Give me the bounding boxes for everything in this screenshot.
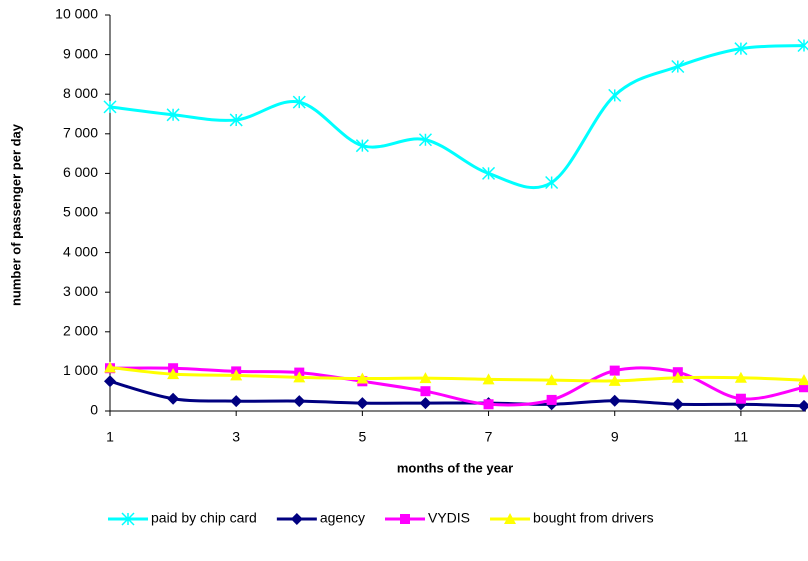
point-marker [104, 361, 116, 373]
x-tick-label: 9 [611, 429, 619, 445]
point-marker [356, 372, 369, 384]
y-tick-label: 10 000 [55, 6, 98, 22]
point-marker [420, 386, 431, 397]
legend-item: bought from drivers [490, 510, 654, 526]
point-marker [355, 139, 369, 153]
point-marker [167, 368, 180, 380]
legend-item: agency [276, 510, 365, 526]
y-tick-label: 8 000 [63, 85, 98, 101]
x-tick-label: 7 [485, 429, 493, 445]
point-marker [546, 394, 557, 405]
point-marker [292, 95, 306, 109]
legend-item: VYDIS [385, 510, 470, 526]
y-axis-title: number of passenger per day [8, 123, 23, 306]
point-marker [230, 369, 243, 381]
point-marker [293, 371, 306, 383]
y-tick-label: 3 000 [63, 283, 98, 299]
series-line [109, 366, 805, 407]
x-tick-label: 5 [358, 429, 366, 445]
point-marker [482, 166, 496, 180]
point-marker [608, 394, 621, 407]
point-marker [608, 88, 622, 102]
point-marker [609, 365, 620, 376]
legend-label: paid by chip card [151, 510, 257, 526]
point-marker [103, 100, 117, 114]
x-tick-label: 3 [232, 429, 240, 445]
series-line [109, 43, 805, 190]
point-marker [798, 399, 808, 412]
y-tick-label: 4 000 [63, 243, 98, 259]
y-tick-label: 5 000 [63, 204, 98, 220]
point-marker [418, 133, 432, 147]
point-marker [545, 374, 558, 386]
legend-item: paid by chip card [108, 510, 257, 526]
point-marker [608, 374, 621, 386]
y-tick-label: 1 000 [63, 362, 98, 378]
point-marker [166, 108, 180, 122]
x-tick-label: 11 [734, 429, 749, 445]
point-marker [482, 373, 495, 385]
point-marker [293, 395, 306, 408]
point-marker [734, 371, 747, 383]
y-tick-label: 9 000 [63, 45, 98, 61]
point-marker [167, 392, 180, 405]
series-line [109, 379, 805, 408]
point-marker [419, 397, 432, 410]
point-marker [419, 372, 432, 384]
y-tick-label: 2 000 [63, 323, 98, 339]
y-tick-label: 6 000 [63, 164, 98, 180]
legend-marker [400, 514, 410, 524]
point-marker [671, 59, 685, 74]
point-marker [229, 113, 243, 127]
x-tick-label: 1 [106, 429, 114, 445]
legend-label: VYDIS [428, 510, 470, 526]
y-tick-label: 7 000 [63, 125, 98, 141]
point-marker [545, 175, 559, 190]
point-marker [104, 375, 116, 388]
point-marker [671, 371, 684, 383]
point-marker [230, 395, 243, 408]
x-axis-title: months of the year [397, 460, 513, 475]
point-marker [671, 398, 684, 411]
y-tick-label: 0 [90, 402, 98, 418]
point-marker [735, 393, 746, 404]
point-marker [356, 397, 369, 410]
legend-marker [121, 512, 135, 526]
legend-label: agency [320, 510, 365, 526]
point-marker [483, 399, 494, 410]
point-marker [799, 382, 808, 393]
point-marker [797, 38, 808, 53]
point-marker [734, 42, 748, 56]
series-line [109, 365, 805, 383]
point-marker [798, 374, 808, 386]
legend-label: bought from drivers [533, 510, 654, 526]
legend-marker [290, 513, 303, 525]
legend-marker [504, 513, 517, 524]
